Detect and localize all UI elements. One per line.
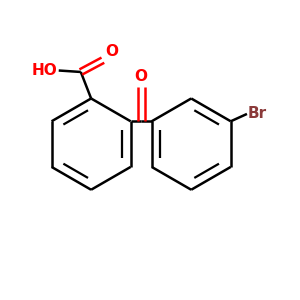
Text: O: O: [135, 69, 148, 84]
Text: HO: HO: [32, 63, 57, 78]
Text: Br: Br: [248, 106, 267, 121]
Text: O: O: [105, 44, 118, 59]
